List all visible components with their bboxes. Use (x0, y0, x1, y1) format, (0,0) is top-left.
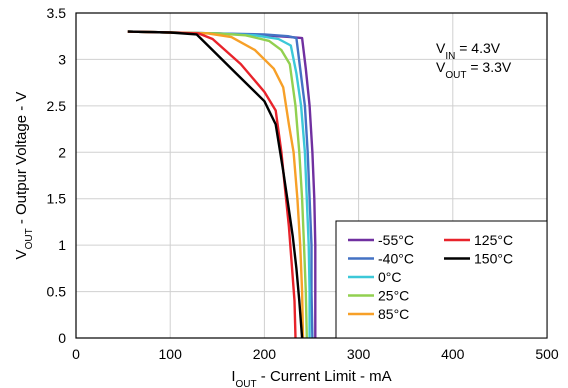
y-tick-label: 3 (58, 51, 66, 67)
y-tick-label: 0 (58, 330, 66, 346)
legend-label-125°C: 125°C (474, 232, 513, 248)
series-line-25°C (127, 30, 308, 339)
y-axis-title: VOUT - Outpur Voltage - V (13, 92, 35, 260)
x-tick-label: 500 (535, 346, 559, 362)
legend-label-85°C: 85°C (378, 306, 409, 322)
plot-frame (75, 12, 548, 339)
y-tick-label: 2 (58, 144, 66, 160)
legend-box (335, 220, 548, 339)
series-layer (127, 30, 317, 339)
tick-labels: 0 100 200 300 400 500 0 0.5 1 1.5 2 2.5 3 3.5 (47, 5, 559, 362)
series-line-125°C (127, 30, 297, 339)
y-tick-label: 3.5 (47, 5, 67, 21)
y-tick-label: 2.5 (47, 98, 67, 114)
x-axis-title: IOUT - Current Limit - mA (231, 368, 391, 388)
series-line-150°C (127, 30, 304, 339)
x-tick-label: 100 (159, 346, 183, 362)
legend-label--40°C: -40°C (378, 251, 414, 267)
y-tick-label: 0.5 (47, 284, 67, 300)
legend-label-150°C: 150°C (474, 251, 513, 267)
x-tick-label: 400 (441, 346, 465, 362)
y-tick-label: 1 (58, 237, 66, 253)
y-tick-label: 1.5 (47, 191, 67, 207)
x-tick-label: 300 (347, 346, 371, 362)
legend: -55°C -40°C 0°C 25°C 85°C 125°C 150°C (335, 220, 548, 339)
x-tick-label: 0 (72, 346, 80, 362)
vout-annotation: VOUT = 3.3V (436, 59, 512, 81)
plot-frame-layer (75, 12, 548, 339)
legend-label--55°C: -55°C (378, 232, 414, 248)
series-line-85°C (127, 30, 305, 339)
x-tick-label: 200 (253, 346, 277, 362)
legend-label-0°C: 0°C (378, 269, 402, 285)
vin-annotation: VIN = 4.3V (436, 40, 501, 62)
legend-label-25°C: 25°C (378, 288, 409, 304)
